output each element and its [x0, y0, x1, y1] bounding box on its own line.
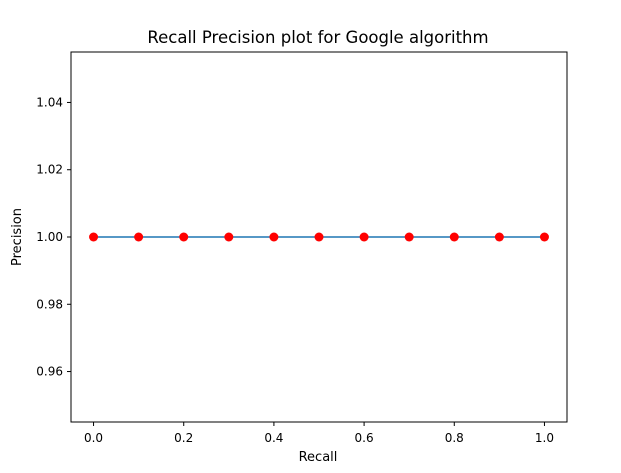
chart-title: Recall Precision plot for Google algorit… [147, 28, 488, 47]
data-point [224, 232, 234, 242]
plot-frame [70, 51, 568, 423]
y-tick-label: 0.98 [36, 297, 63, 311]
x-axis-label: Recall [299, 450, 338, 465]
y-tick-label: 1.04 [36, 95, 63, 109]
data-point [269, 232, 279, 242]
data-point [494, 232, 504, 242]
data-point [179, 232, 189, 242]
data-point [359, 232, 369, 242]
data-point [314, 232, 324, 242]
data-point [539, 232, 549, 242]
x-tick-label: 1.0 [535, 431, 554, 445]
y-tick-label: 0.96 [36, 365, 63, 379]
data-point [449, 232, 459, 242]
series-markers [89, 232, 549, 242]
y-tick-label: 1.02 [36, 163, 63, 177]
x-tick-label: 0.4 [264, 431, 283, 445]
data-point [89, 232, 99, 242]
y-axis-label: Precision [10, 208, 25, 266]
y-tick-label: 1.00 [36, 230, 63, 244]
data-point [404, 232, 414, 242]
x-tick-label: 0.6 [355, 431, 374, 445]
x-tick-label: 0.0 [84, 431, 103, 445]
x-tick-label: 0.2 [174, 431, 193, 445]
axis-ticks: 0.0 0.2 0.4 0.6 0.8 1.0 0.96 0.98 1.00 1.02 1.04 [36, 95, 554, 445]
data-point [134, 232, 144, 242]
x-tick-label: 0.8 [445, 431, 464, 445]
